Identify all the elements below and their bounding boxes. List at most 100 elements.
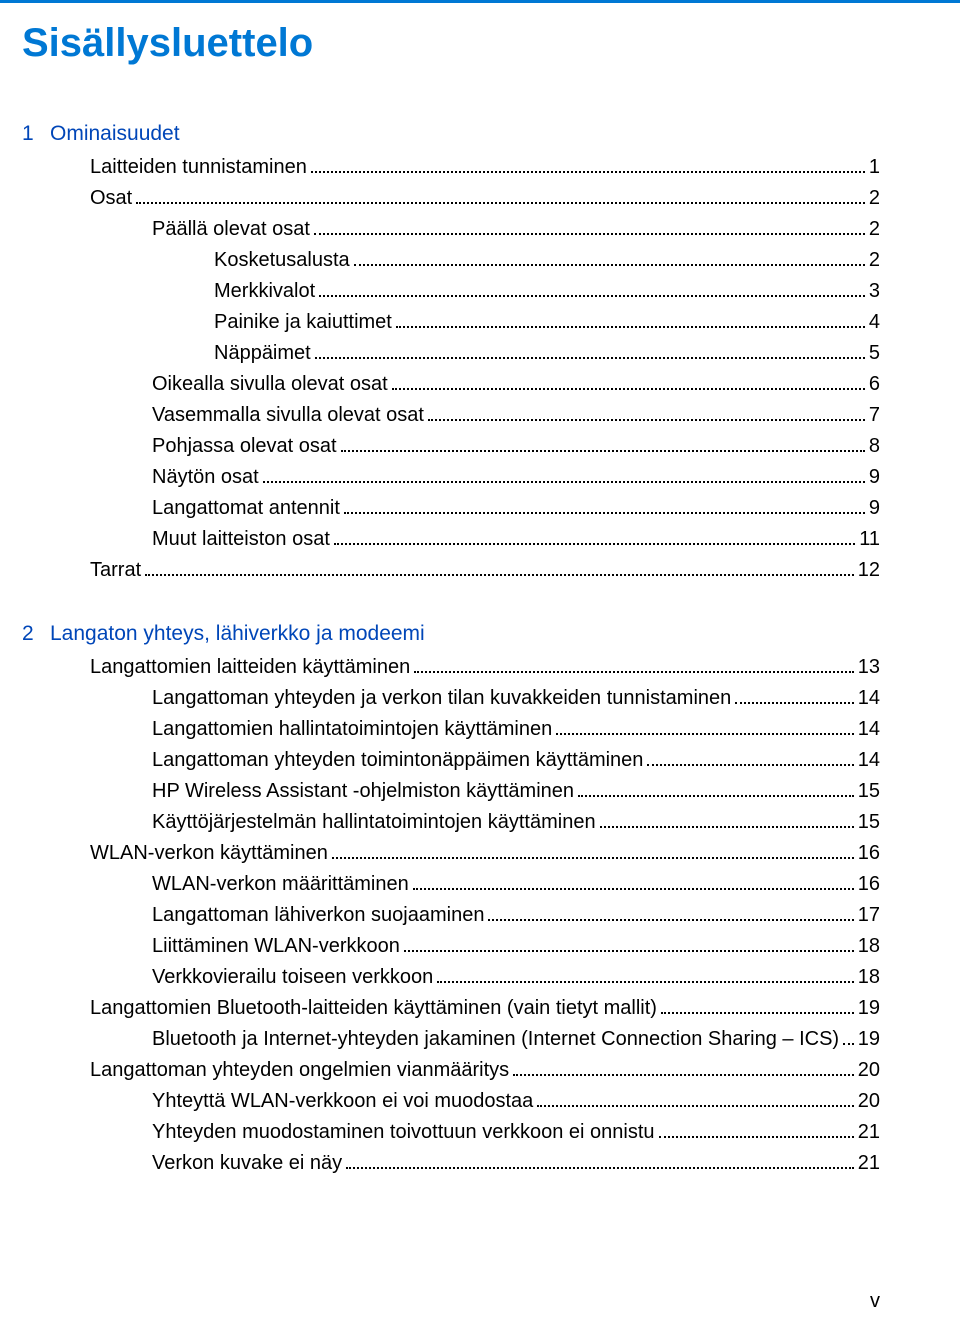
toc-entry-page: 9 <box>869 493 880 524</box>
toc-entry-page: 3 <box>869 276 880 307</box>
toc-leader-dots <box>319 295 865 297</box>
toc-entry[interactable]: Tarrat 12 <box>22 555 880 586</box>
toc-entry-page: 2 <box>869 214 880 245</box>
toc-entry-page: 19 <box>858 993 880 1024</box>
toc-leader-dots <box>263 481 865 483</box>
toc-entry-page: 20 <box>858 1055 880 1086</box>
toc-entry-label: Langattoman yhteyden ja verkon tilan kuv… <box>152 683 731 714</box>
toc-entry[interactable]: Näppäimet 5 <box>22 338 880 369</box>
toc-leader-dots <box>661 1012 854 1014</box>
toc-entry-page: 12 <box>858 555 880 586</box>
toc-entry[interactable]: Langattoman lähiverkon suojaaminen 17 <box>22 900 880 931</box>
toc-entry-label: Yhteyttä WLAN-verkkoon ei voi muodostaa <box>152 1086 533 1117</box>
toc-leader-dots <box>578 795 854 797</box>
toc-leader-dots <box>537 1105 853 1107</box>
toc-entry[interactable]: Muut laitteiston osat 11 <box>22 524 880 555</box>
chapter-heading[interactable]: 2Langaton yhteys, lähiverkko ja modeemi <box>22 622 880 646</box>
toc-leader-dots <box>332 857 854 859</box>
toc-entry[interactable]: Oikealla sivulla olevat osat 6 <box>22 369 880 400</box>
toc-entry-page: 2 <box>869 245 880 276</box>
toc-entry-label: Bluetooth ja Internet-yhteyden jakaminen… <box>152 1024 839 1055</box>
toc-entry[interactable]: Langattomat antennit 9 <box>22 493 880 524</box>
toc-entry-label: Käyttöjärjestelmän hallintatoimintojen k… <box>152 807 596 838</box>
toc-entry[interactable]: WLAN-verkon määrittäminen 16 <box>22 869 880 900</box>
toc-leader-dots <box>647 764 853 766</box>
toc-entry-page: 13 <box>858 652 880 683</box>
toc-entry[interactable]: Verkkovierailu toiseen verkkoon 18 <box>22 962 880 993</box>
toc-entry-label: Langattomien laitteiden käyttäminen <box>90 652 410 683</box>
toc-entry-page: 8 <box>869 431 880 462</box>
toc-leader-dots <box>396 326 865 328</box>
toc-entry[interactable]: Langattomien laitteiden käyttäminen 13 <box>22 652 880 683</box>
toc-entry-label: Painike ja kaiuttimet <box>214 307 392 338</box>
toc-entry-label: WLAN-verkon käyttäminen <box>90 838 328 869</box>
toc-entry-label: Muut laitteiston osat <box>152 524 330 555</box>
toc-leader-dots <box>314 233 865 235</box>
toc-leader-dots <box>513 1074 854 1076</box>
toc-entry[interactable]: Osat 2 <box>22 183 880 214</box>
toc-entry[interactable]: Käyttöjärjestelmän hallintatoimintojen k… <box>22 807 880 838</box>
toc-entry[interactable]: Laitteiden tunnistaminen 1 <box>22 152 880 183</box>
toc-entry[interactable]: Langattoman yhteyden ongelmien vianmääri… <box>22 1055 880 1086</box>
toc-entry-page: 14 <box>858 683 880 714</box>
chapter-heading[interactable]: 1Ominaisuudet <box>22 122 880 146</box>
toc-entry-page: 17 <box>858 900 880 931</box>
toc-entry-label: Langattomien Bluetooth-laitteiden käyttä… <box>90 993 657 1024</box>
toc-entry[interactable]: Langattomien hallintatoimintojen käyttäm… <box>22 714 880 745</box>
toc-leader-dots <box>346 1167 854 1169</box>
toc-leader-dots <box>659 1136 854 1138</box>
toc-entry-page: 21 <box>858 1117 880 1148</box>
toc-entry-page: 19 <box>858 1024 880 1055</box>
toc-entry[interactable]: Langattoman yhteyden ja verkon tilan kuv… <box>22 683 880 714</box>
toc-entry[interactable]: Päällä olevat osat 2 <box>22 214 880 245</box>
toc-entry-label: Päällä olevat osat <box>152 214 310 245</box>
toc-entry[interactable]: Kosketusalusta 2 <box>22 245 880 276</box>
toc-entry[interactable]: Langattomien Bluetooth-laitteiden käyttä… <box>22 993 880 1024</box>
toc-entry[interactable]: HP Wireless Assistant -ohjelmiston käytt… <box>22 776 880 807</box>
toc-entry[interactable]: Yhteyttä WLAN-verkkoon ei voi muodostaa … <box>22 1086 880 1117</box>
chapter-title: Ominaisuudet <box>50 122 180 146</box>
toc-entry[interactable]: Verkon kuvake ei näy 21 <box>22 1148 880 1179</box>
toc-leader-dots <box>354 264 865 266</box>
toc-entry-label: HP Wireless Assistant -ohjelmiston käytt… <box>152 776 574 807</box>
toc-entry-label: Kosketusalusta <box>214 245 350 276</box>
toc-entry-label: Liittäminen WLAN-verkkoon <box>152 931 400 962</box>
toc-entry-label: Laitteiden tunnistaminen <box>90 152 307 183</box>
toc-entry[interactable]: WLAN-verkon käyttäminen 16 <box>22 838 880 869</box>
table-of-contents: 1OminaisuudetLaitteiden tunnistaminen 1O… <box>22 122 880 1179</box>
toc-entry[interactable]: Painike ja kaiuttimet 4 <box>22 307 880 338</box>
toc-leader-dots <box>600 826 854 828</box>
toc-entry-label: Langattoman yhteyden toimintonäppäimen k… <box>152 745 643 776</box>
toc-leader-dots <box>437 981 853 983</box>
chapter-number: 1 <box>22 122 50 146</box>
toc-leader-dots <box>556 733 854 735</box>
toc-entry-label: Pohjassa olevat osat <box>152 431 337 462</box>
toc-entry-page: 6 <box>869 369 880 400</box>
toc-entry-page: 16 <box>858 869 880 900</box>
toc-entry-page: 15 <box>858 776 880 807</box>
toc-entry[interactable]: Langattoman yhteyden toimintonäppäimen k… <box>22 745 880 776</box>
toc-entry[interactable]: Pohjassa olevat osat 8 <box>22 431 880 462</box>
page-footer-number: v <box>870 1290 880 1313</box>
toc-entry-page: 14 <box>858 714 880 745</box>
toc-entry-page: 18 <box>858 962 880 993</box>
toc-leader-dots <box>488 919 853 921</box>
toc-leader-dots <box>341 450 865 452</box>
toc-leader-dots <box>413 888 854 890</box>
toc-entry[interactable]: Liittäminen WLAN-verkkoon 18 <box>22 931 880 962</box>
toc-entry-page: 4 <box>869 307 880 338</box>
toc-entry-page: 9 <box>869 462 880 493</box>
toc-entry[interactable]: Merkkivalot 3 <box>22 276 880 307</box>
toc-entry[interactable]: Yhteyden muodostaminen toivottuun verkko… <box>22 1117 880 1148</box>
toc-entry[interactable]: Bluetooth ja Internet-yhteyden jakaminen… <box>22 1024 880 1055</box>
toc-entry-page: 5 <box>869 338 880 369</box>
toc-entry-label: WLAN-verkon määrittäminen <box>152 869 409 900</box>
toc-entry[interactable]: Näytön osat 9 <box>22 462 880 493</box>
toc-entry-label: Vasemmalla sivulla olevat osat <box>152 400 424 431</box>
toc-entry-label: Langattomien hallintatoimintojen käyttäm… <box>152 714 552 745</box>
toc-entry[interactable]: Vasemmalla sivulla olevat osat 7 <box>22 400 880 431</box>
toc-entry-label: Näppäimet <box>214 338 311 369</box>
toc-leader-dots <box>315 357 865 359</box>
section-gap <box>22 586 880 616</box>
toc-entry-page: 11 <box>859 524 880 555</box>
